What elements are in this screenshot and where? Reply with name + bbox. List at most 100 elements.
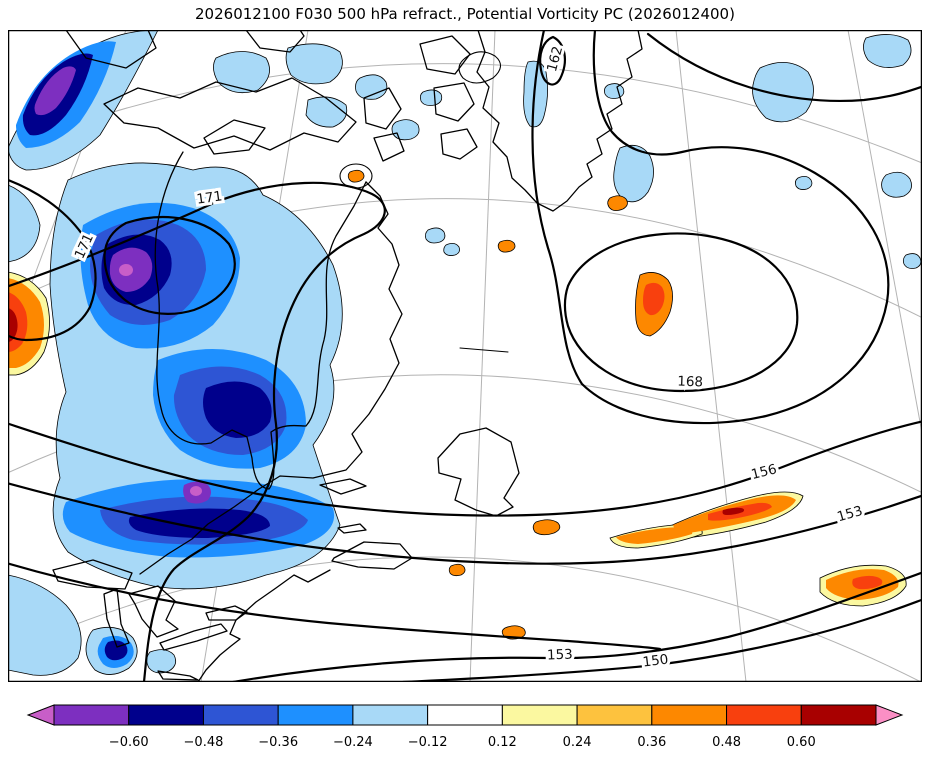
colorbar-tick-label: 0.36 (637, 735, 666, 750)
shade-region (863, 34, 912, 68)
shade-region (424, 227, 446, 244)
shade-region (643, 282, 665, 316)
shade-region (355, 74, 388, 100)
shade-region (7, 574, 82, 676)
colorbar: −0.60 −0.48 −0.36 −0.24 −0.12 0.12 0.24 0.36 0.4… (26, 704, 904, 750)
contour-merge (1, 560, 662, 651)
colorbar-segment (128, 704, 204, 726)
shade-region (285, 43, 343, 85)
shade-region (852, 575, 883, 590)
map-area: 171 171 162 168 156 153 153 150 (1, 28, 928, 686)
contour-168-ring (563, 232, 799, 393)
shading-negative-extreme (119, 264, 202, 496)
coastline-arctic (65, 29, 157, 69)
shade-region (7, 184, 41, 263)
shade-region (213, 51, 270, 94)
coastline-lake-ontario (205, 605, 248, 621)
shade-region (119, 264, 133, 276)
contour-top-right (646, 32, 926, 102)
shade-region (391, 119, 420, 141)
shade-region (523, 60, 548, 128)
coastline-arctic-island (373, 132, 405, 162)
shade-region (305, 96, 348, 128)
longitude-line (847, 29, 928, 461)
coastline-lake-huron (128, 585, 179, 638)
shade-region (128, 508, 270, 538)
coastline-arctic (245, 29, 305, 53)
contour-162 (539, 35, 567, 86)
colorbar-tick-label: 0.60 (787, 735, 816, 750)
coastline-newfoundland (437, 427, 520, 517)
colorbar-tick-label: −0.48 (184, 735, 224, 750)
shade-region (347, 169, 365, 183)
colorbar-tick-label: −0.12 (408, 735, 448, 750)
longitude-line (469, 29, 496, 683)
coastline-us-east (197, 569, 331, 683)
colorbar-segment (427, 704, 503, 726)
colorbar-tick-label: 0.12 (488, 735, 517, 750)
colorbar-segment (501, 704, 578, 726)
shading-positive-darkred (8, 308, 745, 515)
colorbar-segment (202, 704, 279, 726)
chart-title: 2026012100 F030 500 hPa refract., Potent… (195, 5, 735, 23)
shade-region (532, 519, 561, 536)
colorbar-segment (726, 704, 802, 726)
colorbar-segment (277, 704, 354, 726)
colorbar-tick-label: −0.24 (333, 735, 373, 750)
colorbar-extend-left (26, 704, 55, 726)
shade-region (419, 89, 443, 106)
map-frame (7, 29, 923, 683)
contour-label: 153 (547, 647, 573, 664)
coastline-anticosti (319, 478, 367, 495)
contour-small-loop (339, 163, 373, 189)
shade-region (448, 563, 466, 577)
shade-region (722, 507, 745, 515)
colorbar-tick-label: −0.36 (258, 735, 298, 750)
colorbar-tick-label: 0.48 (712, 735, 741, 750)
shade-region (794, 176, 813, 190)
coastline-arctic-island (419, 35, 471, 75)
shade-region (902, 253, 922, 269)
contour-closed-low (103, 216, 236, 315)
colorbar-tick-label: 0.24 (563, 735, 592, 750)
shade-region (443, 243, 460, 256)
coastline-greenland (476, 29, 643, 212)
colorbar-tick-label: −0.60 (109, 735, 149, 750)
colorbar-segment (651, 704, 728, 726)
border-segment (459, 347, 509, 353)
colorbar-extend-right (875, 704, 904, 726)
shade-region (203, 381, 272, 438)
contour-thin-loops (339, 51, 502, 189)
shade-region (497, 239, 516, 253)
coastline-lake-michigan (103, 588, 130, 648)
contour-outer-loop (531, 28, 890, 425)
shade-region (190, 486, 202, 496)
contour-171 (1, 181, 386, 684)
colorbar-segment (53, 704, 130, 726)
coastline-arctic-island (433, 82, 475, 122)
contour-171-loop (1, 176, 97, 342)
longitude-line (675, 29, 747, 683)
coastlines (52, 29, 643, 683)
coastline-nova-scotia (331, 541, 413, 570)
colorbar-segment (352, 704, 429, 726)
coastline-baffin (103, 77, 357, 151)
contour-label: 168 (677, 374, 703, 391)
shade-region (604, 83, 625, 99)
shade-region (607, 195, 628, 211)
coastline-pei (337, 523, 367, 534)
coastline-lake-superior (52, 559, 133, 590)
shade-region (146, 649, 177, 674)
colorbar-segment (800, 704, 877, 726)
shade-region (8, 308, 18, 342)
contour-lines (1, 28, 926, 684)
coastline-lake-erie (159, 623, 228, 651)
coastline-island (203, 119, 266, 155)
map-canvas: 171 171 162 168 156 153 153 150 (1, 28, 928, 686)
contour-153-upper (1, 480, 926, 565)
contour-small-loop (458, 51, 502, 84)
shade-region (616, 527, 693, 544)
contour-153-lower (231, 570, 926, 684)
coastline-labrador (139, 181, 403, 575)
